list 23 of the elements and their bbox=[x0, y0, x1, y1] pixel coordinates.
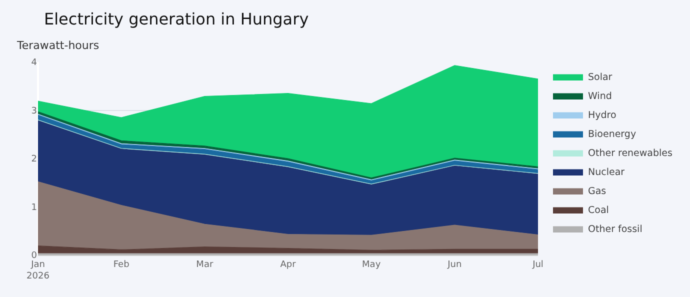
x-tick-label: Jun bbox=[446, 260, 462, 270]
legend-label: Solar bbox=[588, 72, 612, 84]
legend-label: Coal bbox=[588, 205, 609, 216]
y-tick-label: 1 bbox=[31, 202, 37, 213]
y-tick-label: 2 bbox=[31, 154, 37, 165]
legend-label: Other fossil bbox=[588, 224, 642, 236]
y-tick-label: 3 bbox=[31, 106, 37, 116]
legend-label: Bioenergy bbox=[588, 129, 636, 140]
y-tick-label: 0 bbox=[31, 251, 38, 262]
chart-title: Electricity generation in Hungary bbox=[44, 10, 309, 29]
legend-label: Nuclear bbox=[588, 167, 625, 178]
y-tick-label: 4 bbox=[31, 58, 38, 68]
x-tick-label: Feb bbox=[113, 260, 130, 270]
chart-subtitle: Terawatt-hours bbox=[16, 39, 100, 52]
x-tick-label: Apr bbox=[280, 260, 296, 270]
x-tick-label: Jan 2026 bbox=[26, 260, 50, 282]
legend-label: Gas bbox=[588, 186, 606, 198]
x-tick-label: Mar bbox=[196, 260, 214, 270]
x-tick-label: May bbox=[362, 260, 382, 270]
legend-label: Hydro bbox=[588, 110, 616, 122]
x-tick-label: Jul bbox=[532, 260, 544, 270]
legend-label: Other renewables bbox=[588, 148, 673, 160]
legend-label: Wind bbox=[588, 91, 612, 102]
